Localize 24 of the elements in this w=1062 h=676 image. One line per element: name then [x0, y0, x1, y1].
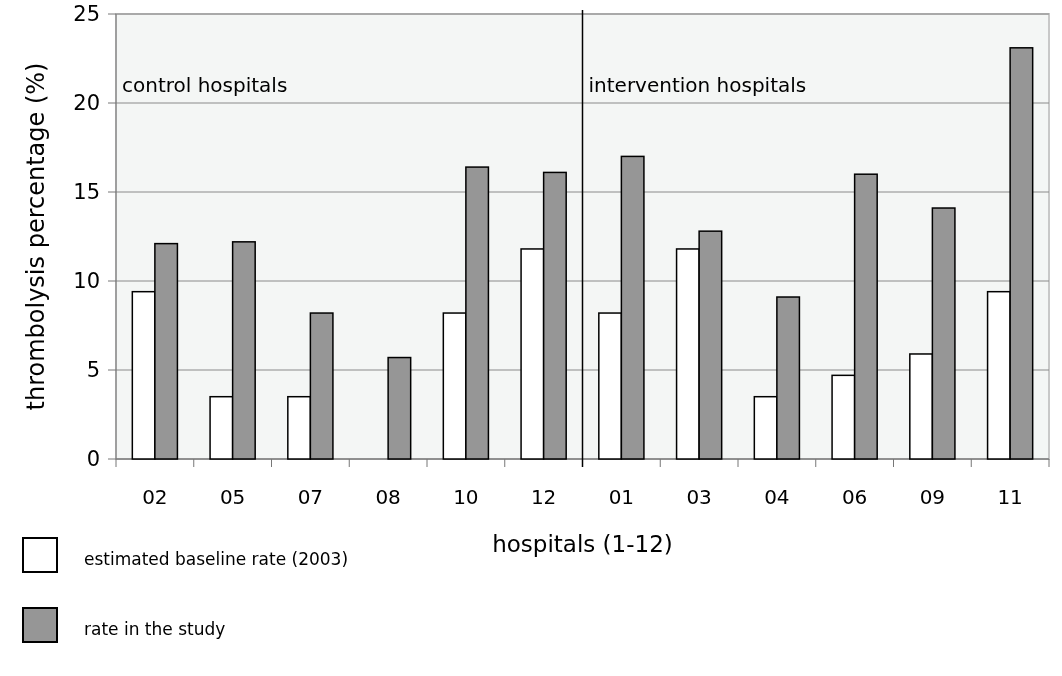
x-tick-label: 06 [841, 485, 868, 509]
x-tick-label: 02 [142, 485, 168, 509]
x-tick-label: 09 [919, 485, 946, 509]
x-axis-title: hospitals (1-12) [492, 531, 673, 557]
y-axis-title: thrombolysis percentage (%) [22, 62, 50, 411]
annotation: control hospitals [122, 73, 288, 97]
x-tick-label: 10 [453, 485, 479, 509]
x-tick-label: 05 [219, 485, 246, 509]
x-tick-label: 04 [764, 485, 790, 509]
x-tick-label: 11 [997, 485, 1023, 509]
y-tick-label: 25 [73, 2, 100, 27]
annotation: intervention hospitals [588, 73, 807, 97]
x-tick-label: 07 [297, 485, 324, 509]
legend-label: estimated baseline rate (2003) [84, 549, 349, 569]
y-tick-label: 5 [86, 358, 100, 383]
x-tick-label: 08 [375, 485, 401, 509]
x-tick-label: 01 [608, 485, 635, 509]
x-tick-label: 12 [530, 485, 557, 509]
y-tick-label: 10 [73, 269, 100, 294]
y-tick-label: 20 [73, 91, 100, 116]
y-tick-label: 0 [86, 447, 100, 472]
legend-label: rate in the study [84, 619, 226, 639]
x-tick-label: 03 [686, 485, 712, 509]
y-tick-label: 15 [73, 180, 100, 205]
